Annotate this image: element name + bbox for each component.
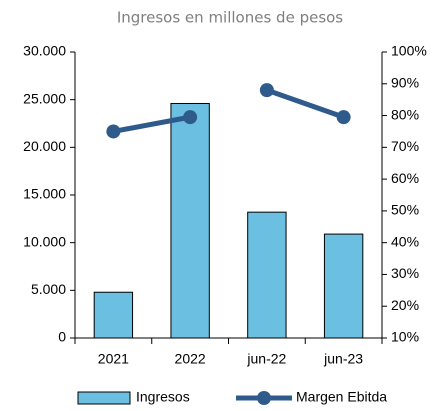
- y-tick-label: 0: [58, 329, 66, 345]
- line-marker: [183, 110, 198, 125]
- y2-tick-label: 70%: [391, 138, 419, 154]
- bar: [323, 233, 364, 339]
- line-marker: [336, 110, 351, 125]
- y-tick-label: 15.000: [23, 186, 66, 202]
- y2-tick-label: 90%: [391, 74, 419, 90]
- y2-tick-label: 10%: [391, 329, 419, 345]
- y-tick-label: 25.000: [23, 90, 66, 106]
- y2-tick-label: 20%: [391, 297, 419, 313]
- bar: [93, 291, 134, 339]
- y2-tick-label: 40%: [391, 233, 419, 249]
- y-tick-label: 5.000: [31, 281, 66, 297]
- legend-marker: [257, 391, 271, 405]
- chart-title: Ingresos en millones de pesos: [117, 9, 343, 27]
- y2-tick-label: 30%: [391, 265, 419, 281]
- y-tick-label: 20.000: [23, 138, 66, 154]
- bar: [170, 102, 210, 339]
- x-tick-label: jun-23: [323, 351, 363, 367]
- line: [266, 87, 345, 120]
- line-marker: [106, 124, 121, 139]
- y2-tick-label: 60%: [391, 170, 419, 186]
- y-tick-label: 10.000: [23, 233, 66, 249]
- line-marker: [259, 83, 274, 98]
- legend-label: Ingresos: [136, 389, 190, 405]
- x-tick-label: 2021: [98, 351, 129, 367]
- y2-tick-label: 50%: [391, 202, 419, 218]
- legend-swatch: [77, 391, 131, 405]
- line: [112, 114, 191, 134]
- x-tick-label: 2022: [175, 351, 206, 367]
- y2-tick-label: 100%: [391, 43, 427, 59]
- legend-label: Margen Ebitda: [296, 389, 387, 405]
- x-tick-label: jun-22: [246, 351, 286, 367]
- bar: [247, 211, 287, 339]
- y-tick-label: 30.000: [23, 43, 66, 59]
- y2-tick-label: 80%: [391, 106, 419, 122]
